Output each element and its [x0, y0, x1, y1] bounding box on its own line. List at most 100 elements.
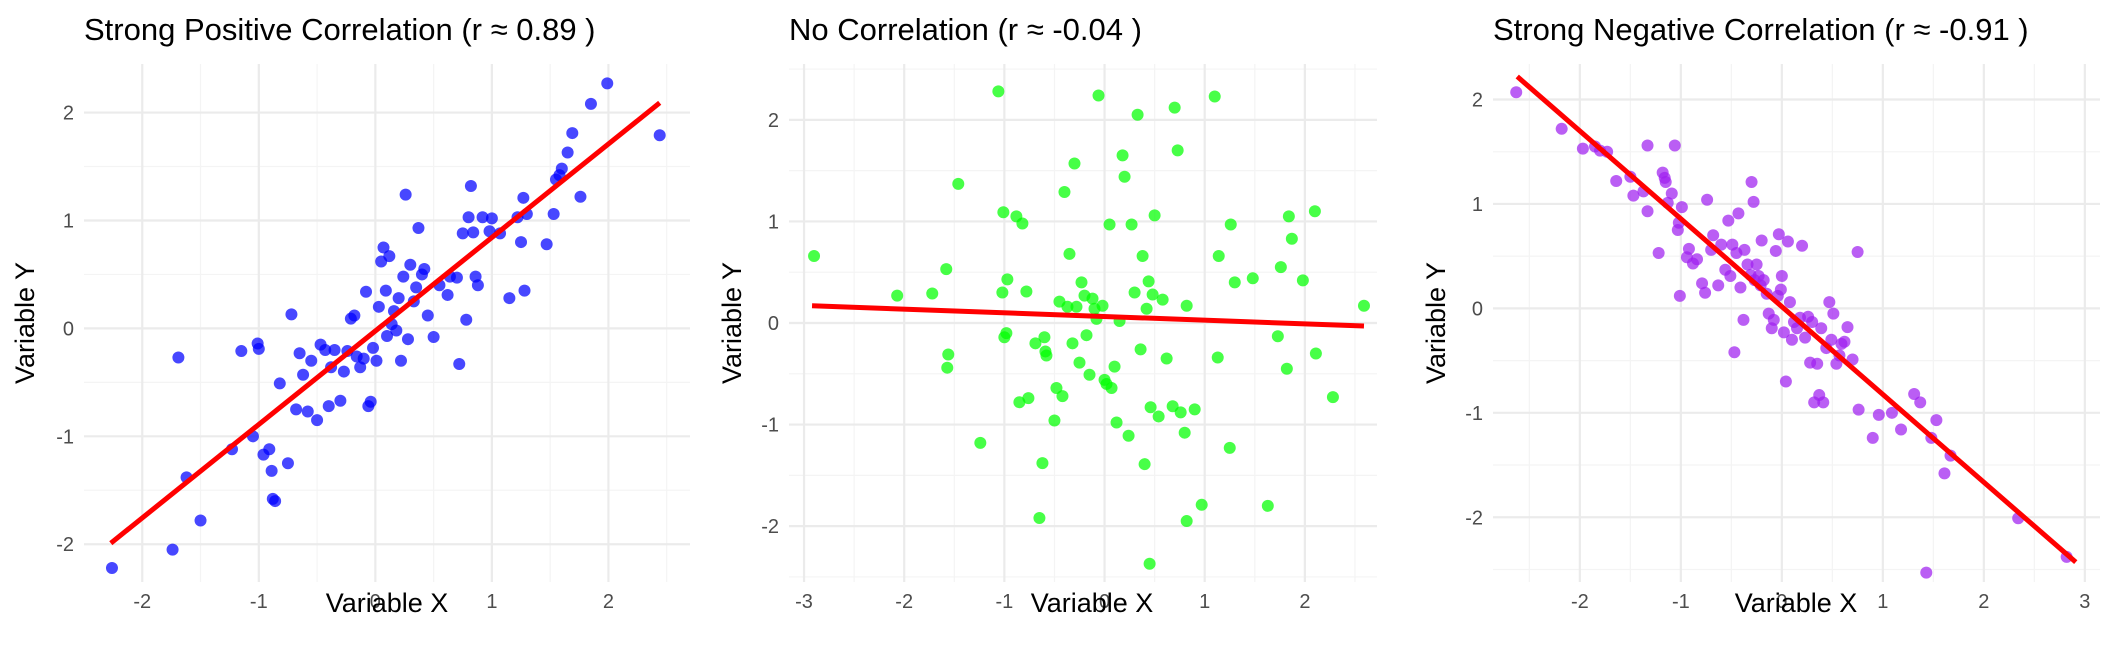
data-point	[328, 343, 341, 356]
y-tick-label: 2	[1472, 90, 1483, 112]
data-point	[453, 358, 466, 371]
data-point	[1296, 274, 1309, 287]
data-point	[1148, 209, 1161, 222]
data-point	[1056, 390, 1069, 403]
data-point	[305, 354, 318, 367]
data-point	[1171, 144, 1184, 157]
data-point	[1136, 249, 1149, 262]
data-point	[1086, 292, 1099, 305]
data-point	[1118, 170, 1131, 183]
data-point	[1699, 286, 1712, 299]
data-point	[485, 212, 498, 225]
data-point	[808, 249, 821, 262]
data-point	[1852, 403, 1865, 416]
x-tick-label: 0	[1099, 591, 1110, 613]
data-point	[460, 313, 473, 326]
data-point	[601, 77, 614, 90]
data-point	[1783, 296, 1796, 309]
data-point	[1285, 232, 1298, 245]
data-point	[1274, 261, 1287, 274]
y-axis-label: Variable Y	[717, 262, 747, 384]
data-point	[1914, 396, 1927, 409]
data-point	[1224, 218, 1237, 231]
data-point	[555, 162, 568, 175]
data-point	[1673, 289, 1686, 302]
data-point	[1038, 331, 1051, 344]
data-point	[974, 436, 987, 449]
data-point	[1841, 321, 1854, 334]
data-point	[940, 263, 953, 276]
data-point	[367, 341, 380, 354]
data-point	[1105, 382, 1118, 395]
data-point	[1143, 557, 1156, 570]
data-point	[1779, 375, 1792, 388]
x-tick-label: 1	[1877, 591, 1888, 613]
y-tick-label: 1	[63, 210, 74, 232]
data-point	[1029, 337, 1042, 350]
data-point	[1665, 187, 1678, 200]
data-point	[319, 343, 332, 356]
data-point	[1020, 285, 1033, 298]
data-point	[1180, 299, 1193, 312]
data-point	[1696, 277, 1709, 290]
data-point	[1659, 176, 1672, 189]
x-tick-label: 3	[2079, 591, 2090, 613]
data-point	[1920, 566, 1933, 579]
data-point	[1092, 89, 1105, 102]
y-tick-label: -1	[1465, 403, 1483, 425]
data-point	[1555, 122, 1568, 135]
data-point	[1280, 362, 1293, 375]
data-point	[1724, 270, 1737, 283]
data-point	[1110, 416, 1123, 429]
data-point	[1138, 458, 1151, 471]
data-point	[1774, 283, 1787, 296]
data-point	[1769, 244, 1782, 257]
data-point	[1737, 313, 1750, 326]
data-point	[397, 270, 410, 283]
data-point	[653, 129, 666, 142]
data-point	[1180, 515, 1193, 528]
x-tick-label: -1	[995, 591, 1013, 613]
data-point	[517, 191, 530, 204]
x-tick-label: -1	[250, 591, 268, 613]
data-point	[290, 403, 303, 416]
data-point	[293, 347, 306, 360]
y-tick-label: 0	[63, 318, 74, 340]
data-point	[1872, 408, 1885, 421]
data-point	[1063, 247, 1076, 260]
x-axis-label: Variable X	[326, 588, 449, 618]
data-point	[1908, 388, 1921, 401]
y-axis-label: Variable Y	[1421, 262, 1451, 384]
y-axis-label: Variable Y	[10, 262, 40, 384]
data-point	[334, 394, 347, 407]
data-point	[399, 188, 412, 201]
x-tick-label: -3	[795, 591, 813, 613]
data-point	[1734, 281, 1747, 294]
data-point	[1745, 176, 1758, 189]
data-point	[1001, 273, 1014, 286]
data-point	[1775, 270, 1788, 283]
regression-line	[811, 303, 1365, 329]
data-point	[1016, 217, 1029, 230]
data-point	[1309, 347, 1322, 360]
y-tick-label: 2	[63, 103, 74, 125]
data-point	[1750, 258, 1763, 271]
data-point	[1510, 86, 1523, 99]
data-point	[992, 85, 1005, 98]
data-point	[1036, 457, 1049, 470]
data-point	[1715, 238, 1728, 251]
regression-line	[1515, 74, 2078, 565]
data-point	[1741, 258, 1754, 271]
data-point	[476, 211, 489, 224]
y-tick-label: -1	[761, 415, 779, 437]
y-tick-label: 0	[1472, 298, 1483, 320]
data-point	[1142, 275, 1155, 288]
data-point	[1144, 401, 1157, 414]
data-point	[1326, 391, 1339, 404]
x-tick-label: 1	[486, 591, 497, 613]
data-point	[941, 361, 954, 374]
data-point	[1195, 498, 1208, 511]
data-point	[1116, 149, 1129, 162]
data-point	[1125, 218, 1138, 231]
data-point	[1208, 90, 1221, 103]
